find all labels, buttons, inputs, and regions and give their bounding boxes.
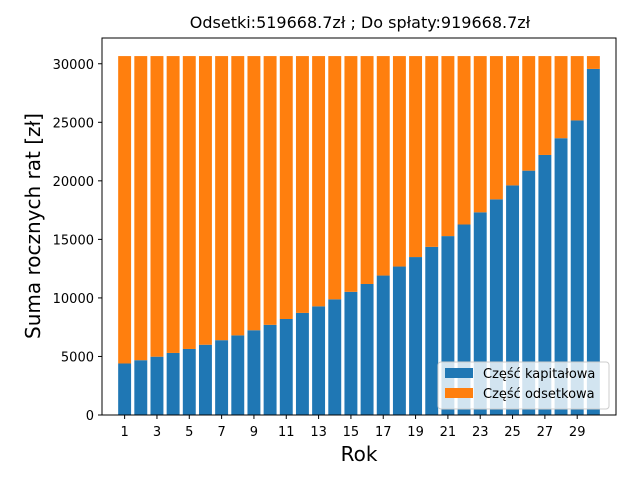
x-tick-label: 15 <box>343 425 360 440</box>
bar-interest-year-16 <box>360 56 374 284</box>
bar-interest-year-27 <box>538 56 552 155</box>
bar-principal-year-2 <box>134 360 148 415</box>
x-tick-label: 17 <box>375 425 392 440</box>
bar-principal-year-26 <box>522 170 536 415</box>
bar-interest-year-28 <box>554 56 568 139</box>
bar-principal-year-10 <box>263 324 277 415</box>
bar-interest-year-3 <box>150 56 164 357</box>
y-axis: 0 5000 10000 15000 20000 25000 30000 <box>53 58 102 424</box>
bar-principal-year-15 <box>344 291 358 415</box>
bar-principal-year-4 <box>166 352 180 415</box>
chart-title: Odsetki:519668.7zł ; Do spłaty:919668.7z… <box>190 13 531 32</box>
bar-principal-year-29 <box>570 120 584 416</box>
bar-interest-year-2 <box>134 56 148 361</box>
bar-interest-year-13 <box>312 56 326 307</box>
y-axis-label: Suma rocznych rat [zł] <box>21 113 45 339</box>
bar-principal-year-12 <box>295 312 309 415</box>
x-tick-label: 1 <box>120 425 128 440</box>
bar-interest-year-8 <box>231 56 245 336</box>
x-tick-label: 3 <box>153 425 161 440</box>
bar-principal-year-16 <box>360 283 374 415</box>
bar-interest-year-20 <box>425 56 439 247</box>
y-tick-label: 5000 <box>61 350 94 365</box>
bar-interest-year-11 <box>279 56 293 319</box>
y-tick-label: 15000 <box>53 233 94 248</box>
y-tick-label: 0 <box>86 409 94 424</box>
bar-principal-year-1 <box>118 363 132 415</box>
bar-interest-year-30 <box>586 56 600 69</box>
bar-interest-year-29 <box>570 56 584 121</box>
bar-principal-year-19 <box>409 257 423 415</box>
bar-principal-year-3 <box>150 356 164 415</box>
y-tick-label: 30000 <box>53 58 94 73</box>
bar-interest-year-25 <box>506 56 520 186</box>
bar-interest-year-22 <box>457 56 471 225</box>
bar-principal-year-8 <box>231 335 245 415</box>
x-tick-label: 9 <box>250 425 258 440</box>
x-tick-label: 27 <box>537 425 554 440</box>
bar-interest-year-12 <box>295 56 309 313</box>
bar-interest-year-19 <box>409 56 423 258</box>
bar-principal-year-7 <box>215 340 229 415</box>
bar-principal-year-9 <box>247 330 261 415</box>
x-tick-label: 29 <box>569 425 586 440</box>
bar-principal-year-6 <box>198 344 212 415</box>
plot-frame <box>101 37 617 416</box>
bar-interest-year-6 <box>198 56 212 345</box>
bar-interest-year-14 <box>328 56 342 300</box>
bar-principal-year-25 <box>506 185 520 415</box>
bar-interest-year-5 <box>182 56 196 349</box>
legend-swatch <box>445 388 473 398</box>
bar-principal-year-5 <box>182 348 196 415</box>
bar-principal-year-18 <box>392 266 406 415</box>
bar-interest-year-1 <box>118 56 132 364</box>
x-tick-label: 11 <box>278 425 295 440</box>
bar-interest-year-21 <box>441 56 455 237</box>
bar-principal-year-24 <box>489 199 503 415</box>
bar-principal-year-27 <box>538 154 552 415</box>
legend-label: Część kapitałowa <box>483 367 595 382</box>
bar-principal-year-28 <box>554 138 568 415</box>
x-tick-label: 21 <box>440 425 457 440</box>
y-tick-label: 20000 <box>53 175 94 190</box>
x-tick-label: 19 <box>407 425 424 440</box>
bar-interest-year-10 <box>263 56 277 325</box>
bar-principal-year-20 <box>425 246 439 415</box>
legend-swatch <box>445 368 473 378</box>
x-tick-label: 13 <box>310 425 327 440</box>
bar-interest-year-17 <box>376 56 390 276</box>
bar-interest-year-18 <box>392 56 406 267</box>
x-tick-label: 23 <box>472 425 489 440</box>
bar-principal-year-11 <box>279 318 293 415</box>
x-axis: 1 3 5 7 9 11 13 15 17 19 21 23 25 27 29 <box>120 415 585 440</box>
bar-interest-year-24 <box>489 56 503 200</box>
x-tick-label: 25 <box>504 425 521 440</box>
y-tick-label: 10000 <box>53 292 94 307</box>
legend-label: Część odsetkowa <box>483 387 595 402</box>
x-tick-label: 5 <box>185 425 193 440</box>
bar-interest-year-4 <box>166 56 180 353</box>
bar-principal-year-30 <box>586 68 600 416</box>
bar-interest-year-23 <box>473 56 487 213</box>
x-axis-label: Rok <box>341 442 378 466</box>
bar-principal-year-14 <box>328 299 342 415</box>
bar-interest-year-9 <box>247 56 261 331</box>
y-tick-label: 25000 <box>53 116 94 131</box>
bar-interest-year-7 <box>215 56 229 341</box>
bar-principal-year-17 <box>376 275 390 415</box>
legend: Część kapitałowa Część odsetkowa <box>437 361 610 410</box>
bar-principal-year-13 <box>312 306 326 415</box>
bar-interest-year-15 <box>344 56 358 292</box>
bar-interest-year-26 <box>522 56 536 171</box>
x-tick-label: 7 <box>217 425 225 440</box>
legend-box <box>437 361 610 410</box>
